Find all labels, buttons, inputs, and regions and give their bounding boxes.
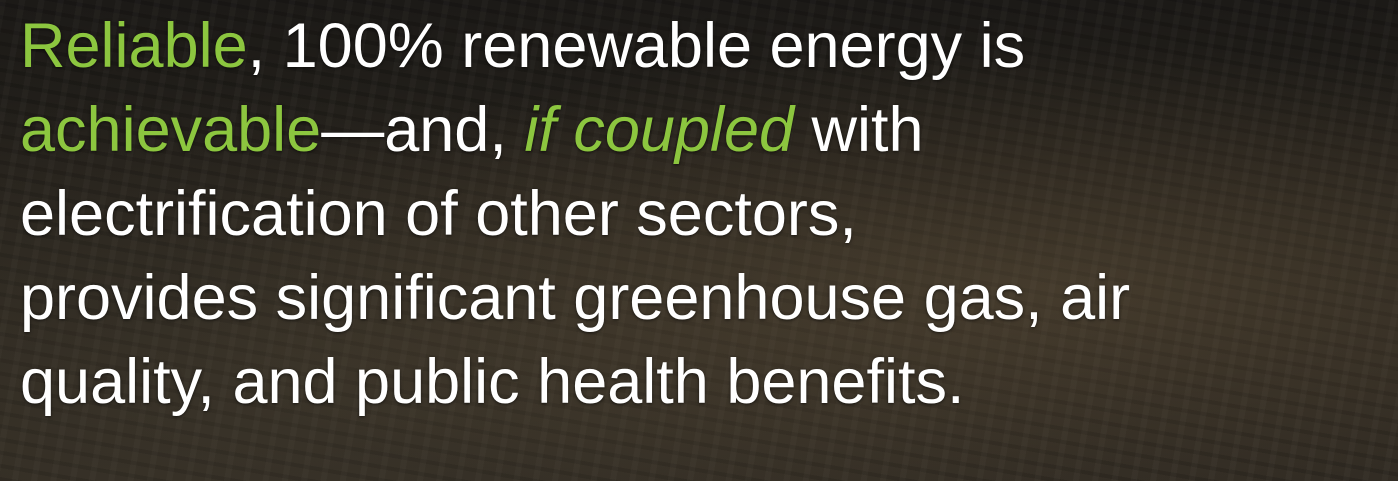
text-segment: electrification of other sectors, (20, 179, 857, 249)
text-segment: if coupled (524, 95, 795, 165)
text-segment: provides significant greenhouse gas, air (20, 263, 1131, 333)
text-segment: with (794, 95, 924, 165)
statement: Reliable, 100% renewable energy is achiev… (20, 4, 1130, 424)
text-line: quality, and public health benefits. (20, 340, 1130, 424)
text-line: electrification of other sectors, (20, 172, 1130, 256)
text-line: Reliable, 100% renewable energy is (20, 4, 1130, 88)
text-segment: Reliable (20, 11, 248, 81)
text-segment: achievable (20, 95, 322, 165)
text-line: provides significant greenhouse gas, air (20, 256, 1130, 340)
text-segment: , 100% renewable energy is (247, 11, 1026, 81)
text-segment: —and, (321, 95, 525, 165)
text-segment: quality, and public health benefits. (20, 347, 965, 417)
text-line: achievable—and, if coupled with (20, 88, 1130, 172)
